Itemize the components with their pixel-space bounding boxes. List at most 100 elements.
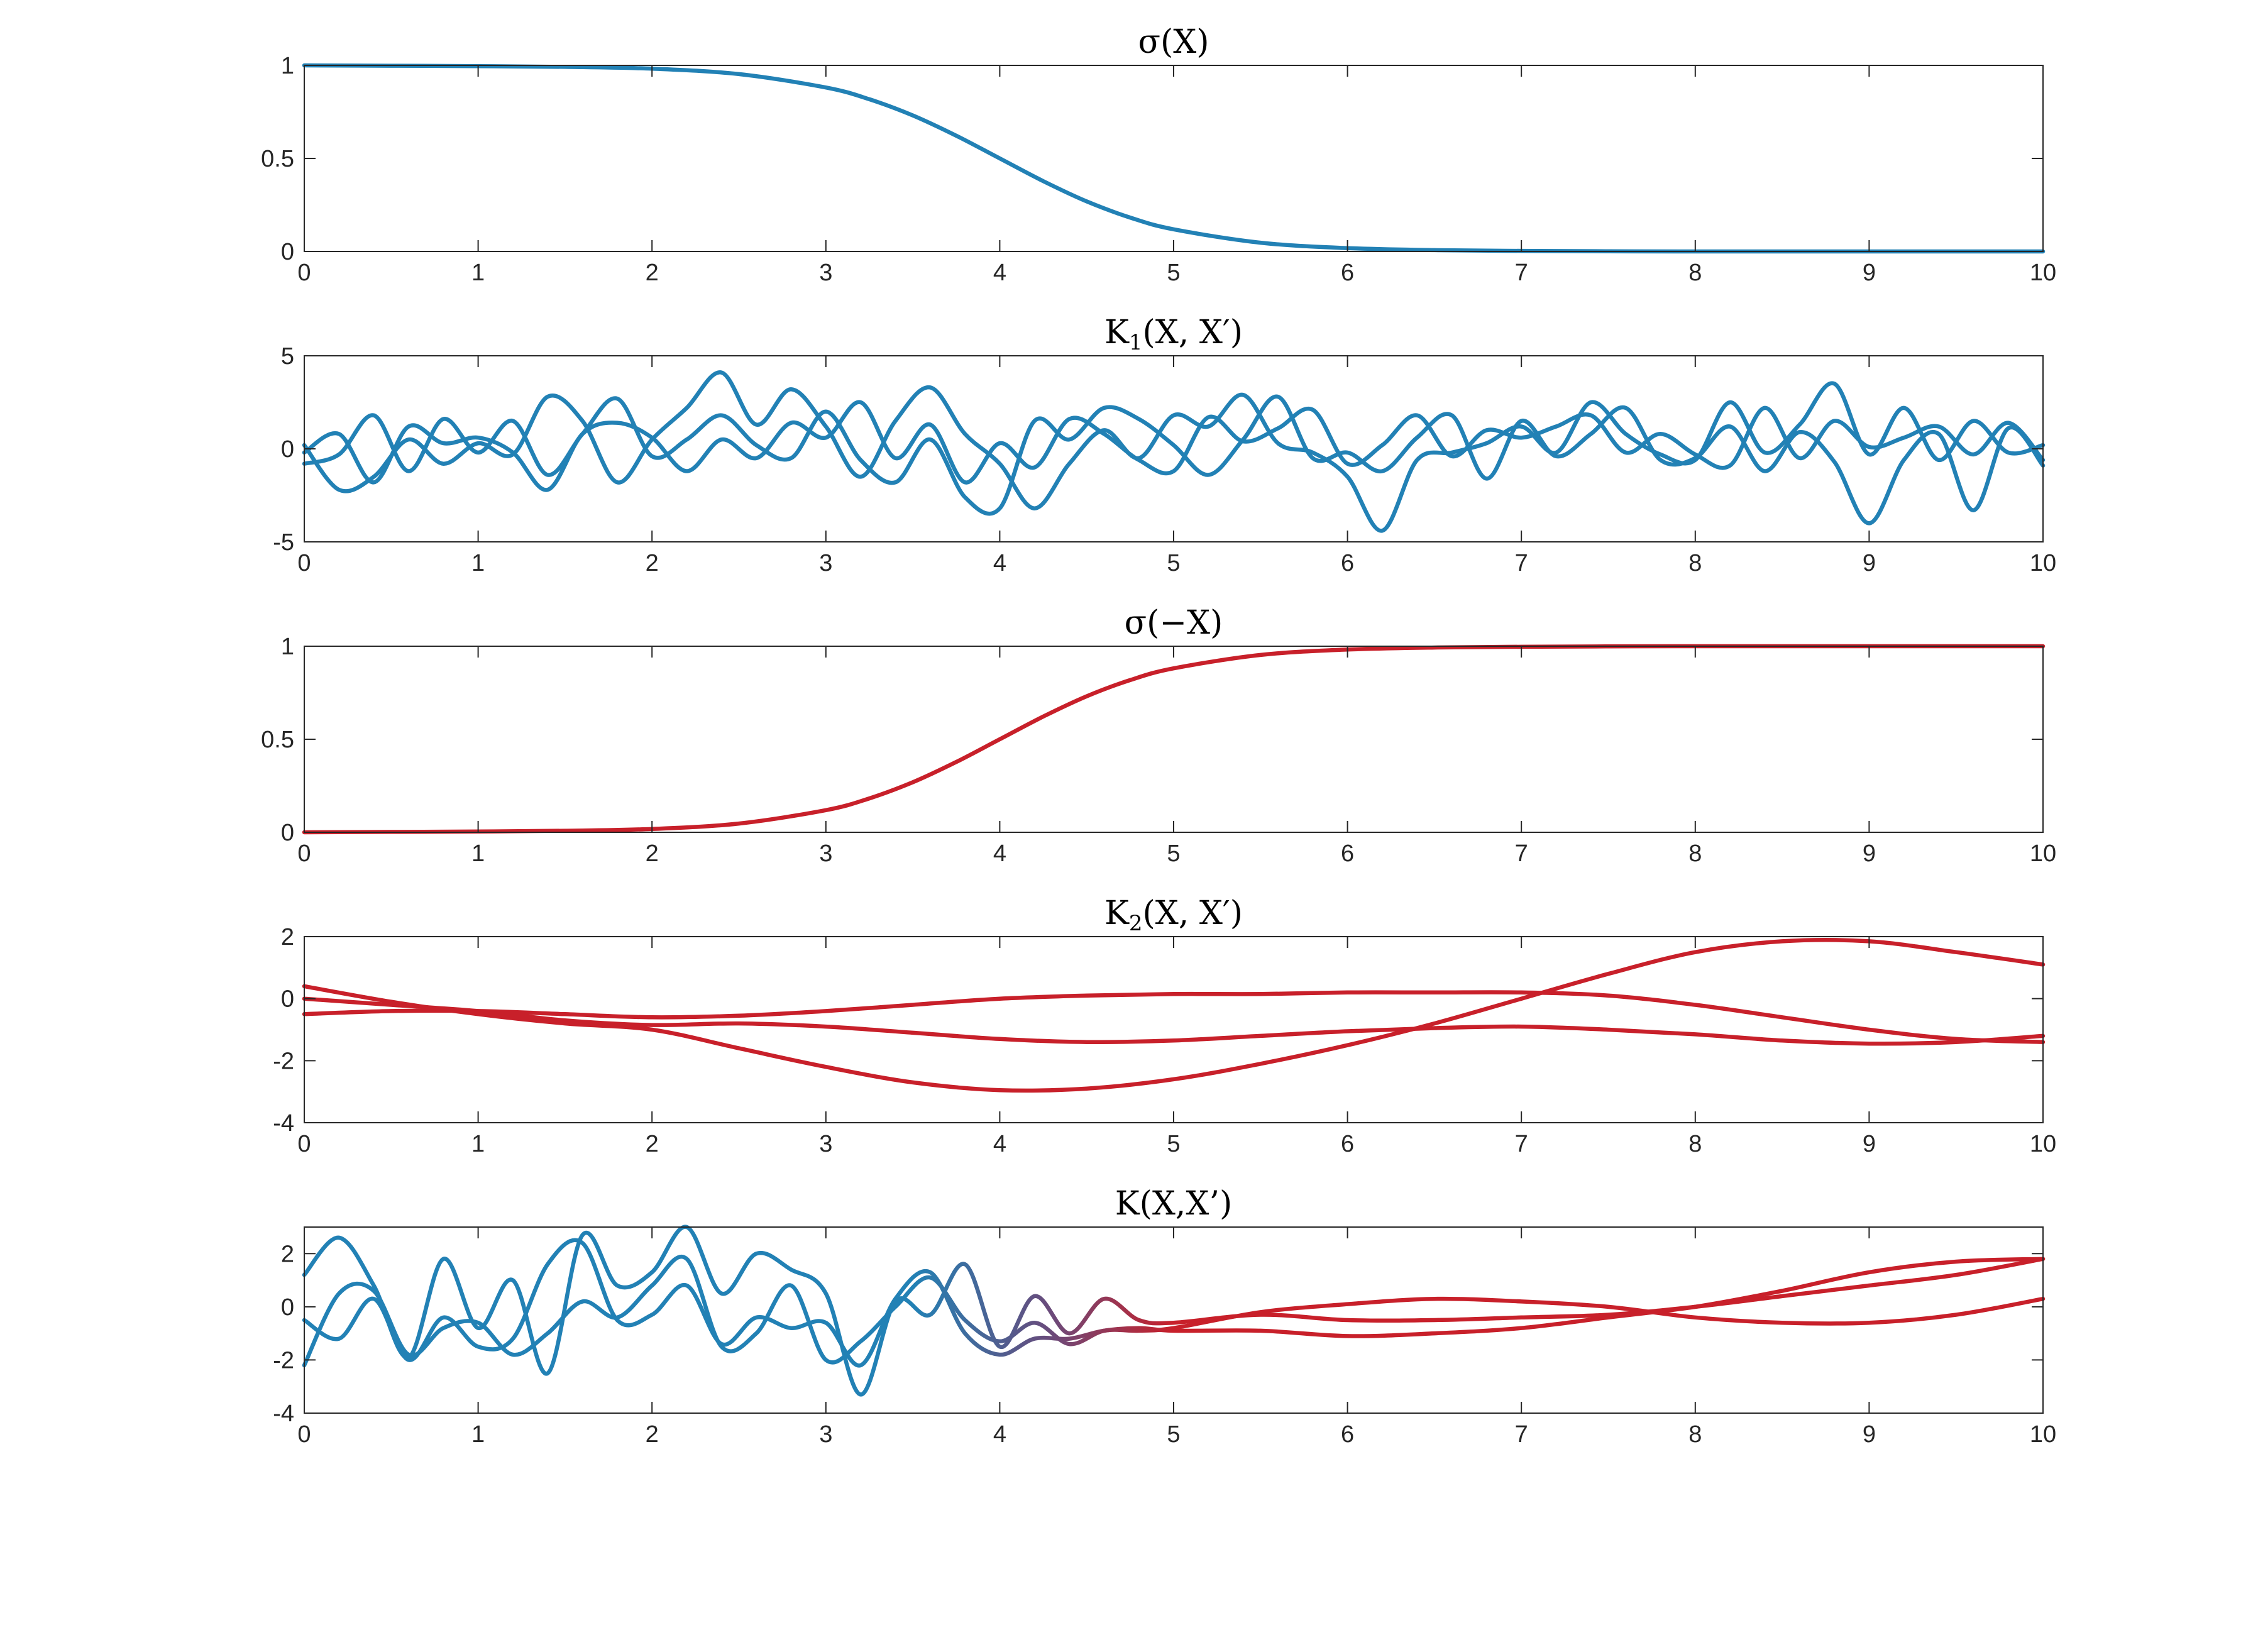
x-tick-label: 4 [993,1421,1006,1448]
y-tick-label: 1 [281,634,294,660]
panel-k1: K1(X, X′) 0 1 2 3 4 5 6 7 8 9 10-505 [273,314,2056,576]
x-tick-label: 2 [646,1421,659,1448]
y-tick-label: 0 [281,820,294,846]
x-tick-label: 7 [1515,1131,1528,1157]
x-tick-label: 10 [2030,550,2056,576]
x-tick-label: 7 [1515,260,1528,286]
panel-title: K2(X, X′) [1104,895,1243,936]
panel-sigma-x: σ(X) 0 1 2 3 4 5 6 7 8 9 10 0 0.5 1 [261,23,2056,286]
series-line-1 [302,644,2046,835]
x-tick-label: 7 [1515,840,1528,867]
x-tick-label: 4 [993,260,1006,286]
axes-box [304,646,2044,833]
x-tick-label: 5 [1167,550,1180,576]
x-tick-label: 1 [471,550,485,576]
panel-title: K1(X, X′) [1104,314,1243,355]
x-tick-label: 5 [1167,1131,1180,1157]
title-subscript: 2 [1129,911,1143,936]
title-main: K [1104,314,1130,351]
y-tick-label: 0 [281,239,294,265]
series-line-3 [302,394,2046,526]
x-tick-label: 1 [471,1131,485,1157]
x-tick-label: 0 [297,840,311,867]
x-tick-label: 5 [1167,1421,1180,1448]
series-line-1 [302,1225,2046,1397]
title-rest: (X, X′) [1143,895,1243,932]
x-tick-label: 0 [297,1421,311,1448]
series-line-2 [302,1238,2046,1368]
series-line-3 [302,1255,2046,1368]
series-line-2 [302,937,2046,1093]
x-tick-label: 5 [1167,260,1180,286]
x-tick-label: 9 [1863,840,1876,867]
panel-title: K(X,X’) [1115,1185,1233,1223]
series-line-1 [302,63,2046,254]
y-tick-label: 2 [281,924,294,950]
panel-k2: K2(X, X′) 0 1 2 3 4 5 6 7 8 9 10-4-202 [273,895,2056,1157]
x-tick-label: 9 [1863,260,1876,286]
x-tick-label: 6 [1341,1131,1354,1157]
x-tick-label: 3 [819,840,832,867]
x-tick-label: 10 [2030,260,2056,286]
y-tick-label: 2 [281,1241,294,1267]
y-tick-label: 0 [281,986,294,1013]
x-tick-label: 2 [646,1131,659,1157]
y-tick-label: -2 [273,1048,294,1074]
panel-sigma-neg-x: σ(−X) 0 1 2 3 4 5 6 7 8 9 10 0 0.5 1 [261,604,2056,867]
x-tick-label: 6 [1341,840,1354,867]
x-tick-label: 3 [819,1421,832,1448]
x-tick-label: 2 [646,260,659,286]
x-tick-label: 9 [1863,550,1876,576]
series-line-1 [302,370,2046,533]
x-tick-label: 0 [297,550,311,576]
x-tick-label: 4 [993,550,1006,576]
x-tick-label: 7 [1515,1421,1528,1448]
x-tick-label: 8 [1688,1421,1702,1448]
x-tick-label: 1 [471,840,485,867]
axes-box [304,936,2044,1123]
y-tick-label: -5 [273,529,294,556]
title-rest: (X, X′) [1143,314,1243,351]
series-line-2 [302,400,2046,492]
panel-title: σ(−X) [1125,604,1223,642]
x-tick-label: 6 [1341,550,1354,576]
x-tick-label: 7 [1515,550,1528,576]
x-tick-label: 1 [471,260,485,286]
y-tick-label: 0 [281,1294,294,1321]
y-tick-label: -2 [273,1347,294,1374]
title-main: K [1104,895,1130,932]
y-tick-label: -4 [273,1401,294,1427]
x-tick-label: 3 [819,1131,832,1157]
x-tick-label: 8 [1688,840,1702,867]
x-tick-label: 10 [2030,840,2056,867]
x-tick-label: 3 [819,550,832,576]
y-tick-label: 1 [281,53,294,79]
series-line-3 [302,996,2046,1046]
panel-k-combined: K(X,X’) 0 1 2 3 4 5 6 7 8 9 10 -4 -2 0 2 [273,1185,2056,1448]
x-tick-label: 10 [2030,1131,2056,1157]
y-tick-label: 0.5 [261,146,294,172]
axes-box [304,1226,2044,1414]
y-tick-label: 0 [281,436,294,463]
x-tick-label: 9 [1863,1131,1876,1157]
x-tick-label: 4 [993,1131,1006,1157]
title-subscript: 1 [1129,330,1143,355]
panel-title: σ(X) [1138,23,1209,61]
x-tick-label: 10 [2030,1421,2056,1448]
x-tick-label: 0 [297,260,311,286]
x-tick-label: 6 [1341,1421,1354,1448]
x-tick-label: 4 [993,840,1006,867]
y-tick-label: 0.5 [261,727,294,753]
x-tick-label: 8 [1688,1131,1702,1157]
y-tick-label: 5 [281,343,294,370]
x-tick-label: 9 [1863,1421,1876,1448]
x-tick-label: 3 [819,260,832,286]
y-tick-label: -4 [273,1110,294,1137]
x-tick-label: 0 [297,1131,311,1157]
x-tick-label: 8 [1688,550,1702,576]
x-tick-label: 2 [646,550,659,576]
x-tick-label: 1 [471,1421,485,1448]
axes-box [304,65,2044,252]
x-tick-label: 8 [1688,260,1702,286]
